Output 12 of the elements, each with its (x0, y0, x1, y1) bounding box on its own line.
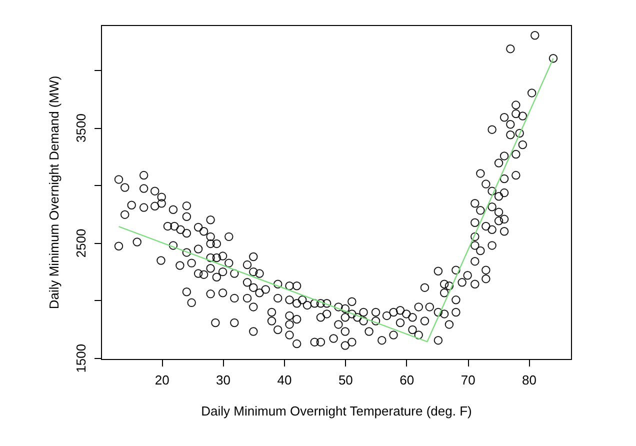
x-tick-label: 20 (154, 372, 170, 388)
x-tick-label: 60 (400, 372, 414, 388)
y-tick-label: 2500 (74, 228, 88, 258)
x-tick-label: 80 (522, 372, 537, 388)
y-tick-label: 1500 (74, 344, 88, 373)
x-tick-label: 40 (277, 372, 292, 388)
x-tick-label: 50 (338, 372, 353, 388)
x-tick-label: 70 (460, 372, 476, 388)
y-axis-title: Daily Minimum Overnight Demand (MW) (46, 76, 62, 310)
x-tick-label: 30 (216, 372, 231, 388)
x-axis-title: Daily Minimum Overnight Temperature (deg. F) (201, 404, 472, 418)
y-tick-label: 3500 (74, 114, 88, 142)
